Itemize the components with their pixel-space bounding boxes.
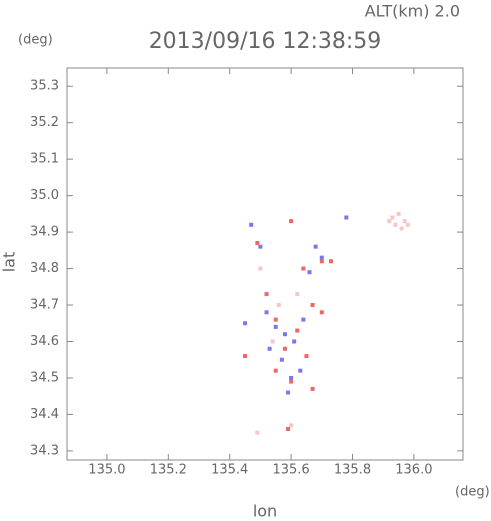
point — [301, 317, 306, 322]
point — [329, 259, 333, 264]
point — [286, 427, 291, 432]
point — [249, 222, 254, 227]
y-tick-label: 35.2 — [30, 115, 59, 130]
x-tick-label: 135.4 — [211, 463, 248, 478]
point — [344, 215, 349, 220]
point — [273, 324, 278, 329]
point — [319, 255, 324, 260]
point — [304, 354, 309, 359]
y-tick-label: 34.8 — [30, 261, 59, 276]
point — [282, 346, 287, 351]
y-tick-label: 34.4 — [30, 407, 59, 422]
y-tick-label: 34.7 — [30, 298, 59, 313]
point — [255, 430, 260, 435]
point — [396, 211, 401, 216]
point — [402, 219, 407, 224]
point — [313, 244, 318, 249]
chart-title: 2013/09/16 12:38:59 — [149, 29, 382, 54]
point — [307, 270, 312, 275]
point — [295, 292, 300, 297]
point — [298, 368, 303, 373]
point — [393, 222, 398, 227]
y-tick-label: 34.9 — [30, 225, 59, 240]
y-tick-label: 35.3 — [30, 79, 59, 94]
point — [258, 266, 263, 271]
point — [270, 339, 275, 344]
point — [289, 379, 294, 384]
y-unit: (deg) — [18, 33, 53, 48]
point — [319, 259, 324, 264]
x-unit: (deg) — [455, 485, 490, 500]
point — [292, 339, 297, 344]
point — [301, 266, 306, 271]
y-tick-label: 34.3 — [30, 443, 59, 458]
point — [273, 317, 278, 322]
y-tick-label: 35.1 — [30, 152, 59, 167]
point — [243, 321, 248, 326]
point — [255, 241, 260, 246]
x-tick-label: 135.2 — [150, 463, 187, 478]
point — [387, 219, 392, 224]
point — [405, 222, 410, 227]
plot-frame — [66, 67, 464, 461]
point — [289, 375, 294, 380]
point — [264, 310, 269, 315]
point — [319, 310, 324, 315]
point — [258, 244, 263, 249]
y-tick-label: 35.0 — [30, 188, 59, 203]
point — [276, 303, 281, 308]
point — [390, 215, 395, 220]
point — [243, 354, 248, 359]
point — [289, 423, 294, 428]
x-tick-label: 135.6 — [272, 463, 309, 478]
point — [273, 368, 278, 373]
x-tick-label: 136.0 — [395, 463, 432, 478]
point — [286, 390, 291, 395]
point — [279, 357, 284, 362]
point — [310, 386, 315, 391]
x-axis-label: lon — [253, 502, 277, 521]
point — [399, 226, 404, 231]
point — [289, 219, 294, 224]
point — [267, 346, 272, 351]
point — [310, 303, 315, 308]
annotation: ALT(km) 2.0 — [365, 2, 460, 21]
y-tick-label: 34.5 — [30, 370, 59, 385]
x-tick-label: 135.8 — [334, 463, 371, 478]
point — [295, 328, 300, 333]
point — [264, 292, 269, 297]
y-axis-label: lat — [0, 252, 19, 273]
y-tick-label: 34.6 — [30, 334, 59, 349]
x-tick-label: 135.0 — [88, 463, 125, 478]
point — [282, 332, 287, 337]
